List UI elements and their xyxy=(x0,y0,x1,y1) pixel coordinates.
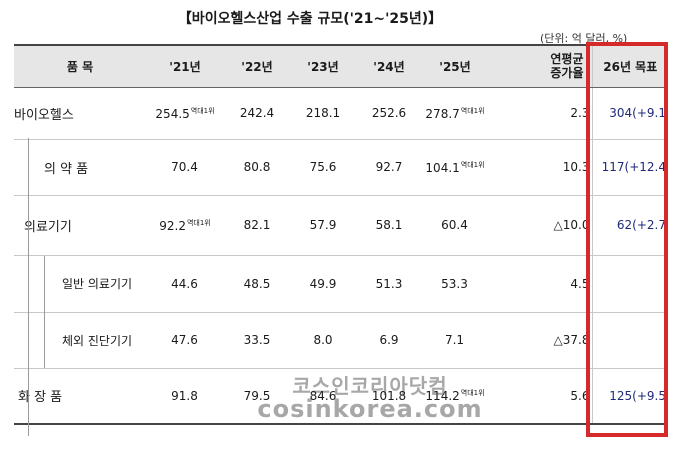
row-name: 의 약 품 xyxy=(44,161,89,177)
record-note: 역대1위 xyxy=(460,389,485,398)
cell-2024: 58.1 xyxy=(375,218,403,232)
cell-2024: 252.6 xyxy=(371,106,407,120)
cell-cagr: 10.3 xyxy=(562,160,590,174)
header-cagr-line1: 연평균 xyxy=(550,52,584,67)
cell-2022: 79.5 xyxy=(243,388,271,403)
cell-target: 125(+9.5 xyxy=(591,368,668,424)
cell-2025: 114.2역대1위 xyxy=(425,389,485,404)
table-row: 체외 진단기기 47.6 33.5 8.0 6.9 7.1 △37.8 xyxy=(14,312,668,368)
cell-target xyxy=(591,255,668,312)
cell-2025: 60.4 xyxy=(441,218,468,232)
cell-2023: 57.9 xyxy=(309,218,337,232)
unit-label: (단위: 억 달러, %) xyxy=(540,32,628,45)
header-2023: '23년 xyxy=(290,44,356,88)
header-item: 품 목 xyxy=(14,44,146,88)
cell-cagr: 2.3 xyxy=(570,106,590,120)
cell-2022: 48.5 xyxy=(243,276,271,291)
table-row: 의료기기 92.2역대1위 82.1 57.9 58.1 60.4 △10.0 … xyxy=(14,195,668,255)
cell-2022: 242.4 xyxy=(239,106,275,120)
cell-cagr: △37.8 xyxy=(553,333,590,347)
row-name: 화 장 품 xyxy=(18,390,63,406)
cell-cagr: △10.0 xyxy=(553,218,590,232)
cell-2023: 75.6 xyxy=(309,160,337,174)
cell-2024: 51.3 xyxy=(375,276,403,291)
cell-2021: 92.2역대1위 xyxy=(159,218,211,233)
header-2022: '22년 xyxy=(224,44,290,88)
cell-2025: 104.1역대1위 xyxy=(425,160,485,175)
tree-line-outer xyxy=(28,138,29,436)
row-name: 체외 진단기기 xyxy=(62,333,133,348)
cell-2022: 82.1 xyxy=(243,218,271,232)
cell-2024: 101.8 xyxy=(371,388,407,403)
cell-target xyxy=(591,312,668,368)
header-target: 26년 목표 xyxy=(591,44,668,88)
cell-target: 117(+12.4 xyxy=(591,139,668,195)
header-2021: '21년 xyxy=(146,44,224,88)
cell-2024: 92.7 xyxy=(375,160,403,174)
cell-2021: 47.6 xyxy=(171,333,198,347)
cell-2023: 218.1 xyxy=(305,106,341,120)
record-note: 역대1위 xyxy=(460,106,485,115)
record-note: 역대1위 xyxy=(190,106,215,115)
table-row: 바이오헬스 254.5역대1위 242.4 218.1 252.6 278.7역… xyxy=(14,87,668,139)
table-row: 화 장 품 91.8 79.5 84.6 101.8 114.2역대1위 5.6… xyxy=(14,368,668,424)
tree-line-inner xyxy=(44,256,45,368)
cell-2021: 70.4 xyxy=(171,160,198,174)
cell-cagr: 4.5 xyxy=(570,276,590,291)
header-row: 품 목 '21년 '22년 '23년 '24년 '25년 연평균 증가율 26년… xyxy=(14,44,668,88)
cell-2024: 6.9 xyxy=(379,333,399,347)
header-cagr-line2: 증가율 xyxy=(550,66,584,81)
header-2025: '25년 xyxy=(422,44,488,88)
cell-2023: 8.0 xyxy=(313,333,333,347)
row-name: 의료기기 xyxy=(24,219,72,235)
record-note: 역대1위 xyxy=(460,160,485,169)
cell-2023: 49.9 xyxy=(309,276,337,291)
cell-2021: 254.5역대1위 xyxy=(155,106,215,121)
cell-target: 62(+2.7 xyxy=(591,195,668,255)
cell-cagr: 5.6 xyxy=(570,388,590,403)
cell-2022: 33.5 xyxy=(243,333,271,347)
cell-2025: 53.3 xyxy=(441,276,468,291)
table-row: 의 약 품 70.4 80.8 75.6 92.7 104.1역대1위 10.3… xyxy=(14,139,668,195)
cell-2025: 278.7역대1위 xyxy=(425,106,485,121)
cell-2025: 7.1 xyxy=(444,333,465,347)
record-note: 역대1위 xyxy=(186,218,211,227)
table-title: 【바이오헬스산업 수출 규모('21~'25년)】 xyxy=(177,11,443,27)
cell-2022: 80.8 xyxy=(243,160,271,174)
table-row: 일반 의료기기 44.6 48.5 49.9 51.3 53.3 4.5 xyxy=(14,255,668,312)
header-cagr: 연평균 증가율 xyxy=(488,44,592,88)
cell-2021: 44.6 xyxy=(171,276,198,291)
row-name: 바이오헬스 xyxy=(14,107,74,123)
cell-2021: 91.8 xyxy=(171,388,198,403)
row-name: 일반 의료기기 xyxy=(62,277,133,291)
header-2024: '24년 xyxy=(356,44,422,88)
cell-target: 304(+9.1 xyxy=(591,87,668,139)
cell-2023: 84.6 xyxy=(309,388,337,403)
export-table: 품 목 '21년 '22년 '23년 '24년 '25년 연평균 증가율 26년… xyxy=(14,44,668,425)
